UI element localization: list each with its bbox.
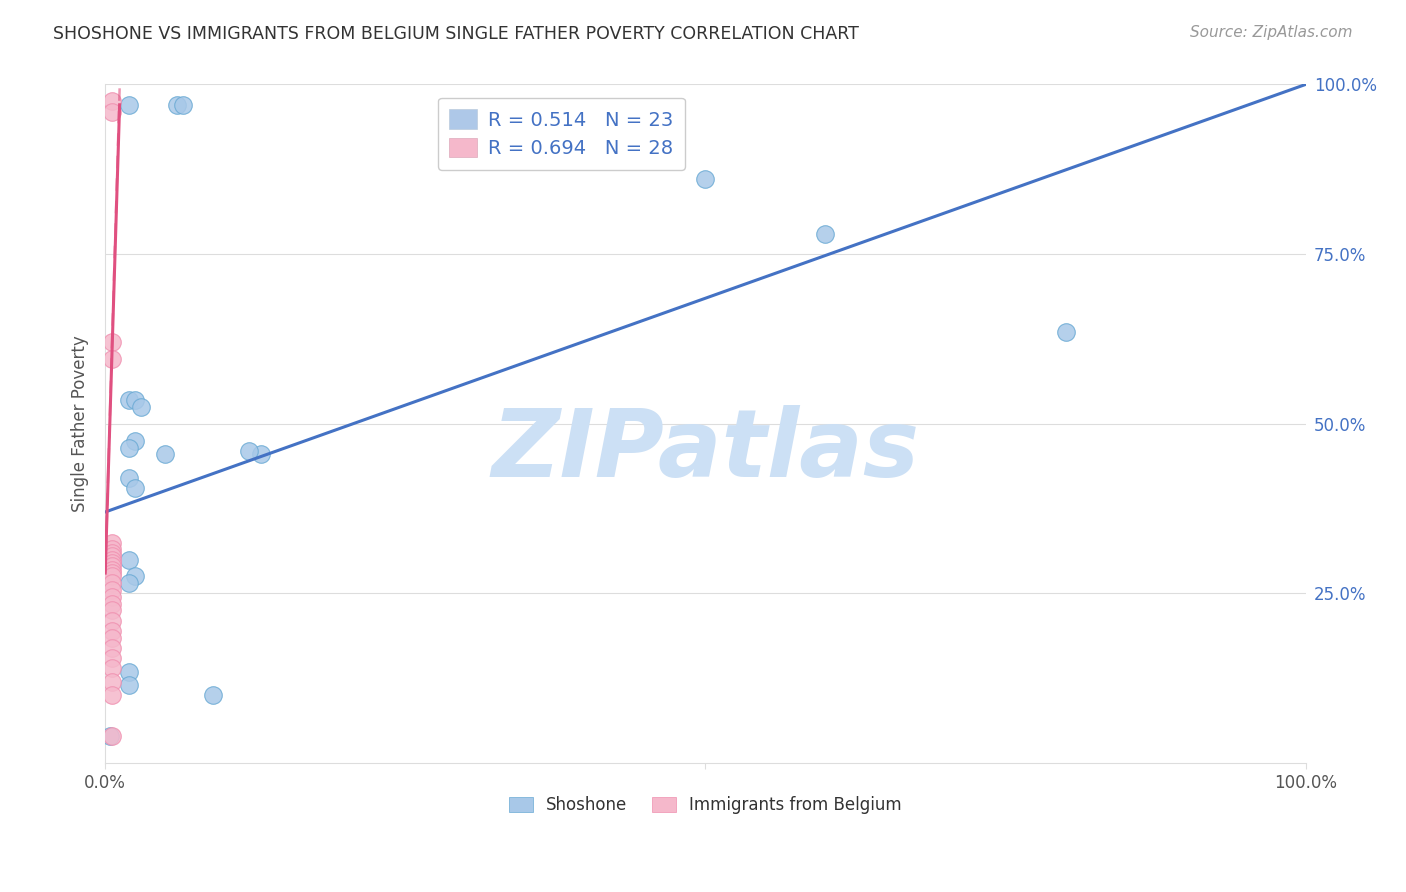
Point — [101, 640, 124, 655]
Point — [155, 447, 177, 461]
Point — [101, 556, 124, 570]
Text: Source: ZipAtlas.com: Source: ZipAtlas.com — [1189, 25, 1353, 40]
Point — [101, 576, 124, 591]
Point — [101, 590, 124, 604]
Y-axis label: Single Father Poverty: Single Father Poverty — [72, 335, 89, 512]
Point — [118, 665, 141, 679]
Point — [101, 624, 124, 638]
Point — [101, 631, 124, 645]
Point — [118, 471, 141, 485]
Point — [101, 552, 124, 566]
Point — [101, 661, 124, 675]
Point — [98, 729, 121, 743]
Point — [101, 569, 124, 583]
Point — [1054, 325, 1077, 339]
Point — [124, 481, 146, 495]
Point — [101, 566, 124, 580]
Text: ZIPatlas: ZIPatlas — [491, 405, 920, 497]
Point — [101, 583, 124, 598]
Point — [101, 674, 124, 689]
Point — [101, 603, 124, 617]
Point — [101, 651, 124, 665]
Point — [202, 688, 225, 702]
Point — [101, 729, 124, 743]
Point — [101, 546, 124, 560]
Point — [101, 597, 124, 611]
Point — [166, 97, 188, 112]
Point — [101, 614, 124, 628]
Legend: Shoshone, Immigrants from Belgium: Shoshone, Immigrants from Belgium — [501, 788, 910, 822]
Point — [129, 400, 152, 414]
Point — [172, 97, 194, 112]
Point — [101, 688, 124, 702]
Point — [124, 569, 146, 583]
Text: SHOSHONE VS IMMIGRANTS FROM BELGIUM SINGLE FATHER POVERTY CORRELATION CHART: SHOSHONE VS IMMIGRANTS FROM BELGIUM SING… — [53, 25, 859, 43]
Point — [118, 552, 141, 566]
Point — [124, 434, 146, 448]
Point — [101, 104, 124, 119]
Point — [101, 549, 124, 563]
Point — [118, 678, 141, 692]
Point — [101, 559, 124, 574]
Point — [101, 352, 124, 367]
Point — [118, 97, 141, 112]
Point — [101, 95, 124, 109]
Point — [101, 335, 124, 350]
Point — [695, 172, 717, 186]
Point — [250, 447, 273, 461]
Point — [118, 392, 141, 407]
Point — [101, 542, 124, 557]
Point — [101, 535, 124, 549]
Point — [814, 227, 837, 241]
Point — [238, 444, 260, 458]
Point — [118, 441, 141, 455]
Point — [118, 576, 141, 591]
Point — [101, 563, 124, 577]
Point — [124, 392, 146, 407]
